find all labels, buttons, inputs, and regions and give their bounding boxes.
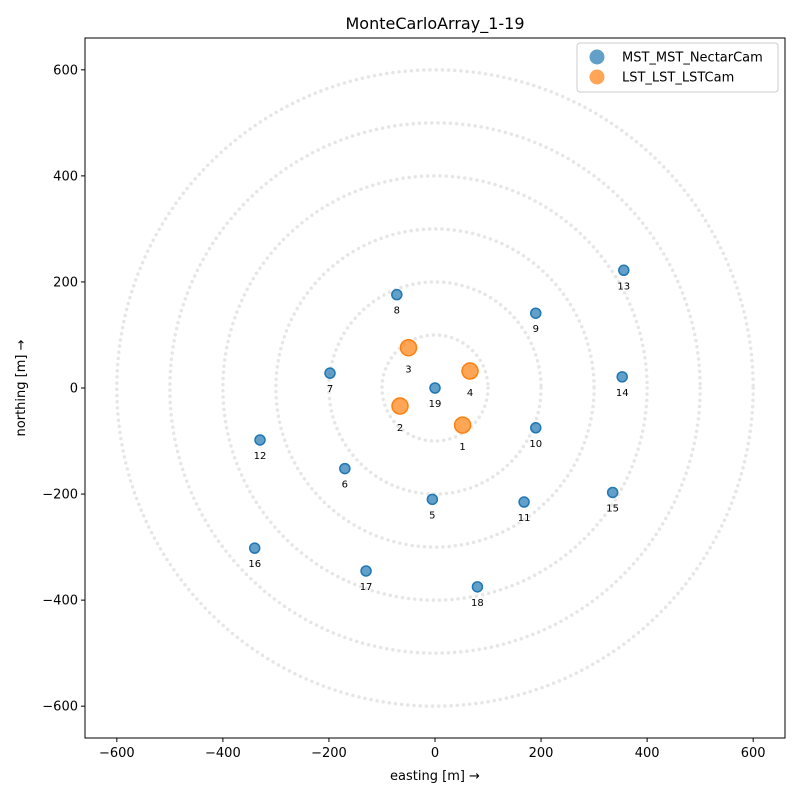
lst-point-3 (399, 338, 418, 357)
point-label-3: 3 (405, 365, 411, 376)
x-tick-label: 200 (529, 746, 554, 761)
x-tick-label: −600 (99, 746, 135, 761)
y-tick-label: 0 (70, 382, 78, 397)
legend-marker-lst (589, 69, 605, 85)
mst-point-18 (471, 581, 484, 593)
point-label-9: 9 (533, 324, 539, 335)
mst-point-11 (518, 496, 530, 508)
point-label-1: 1 (459, 442, 465, 453)
point-label-10: 10 (529, 439, 542, 450)
point-label-11: 11 (518, 513, 531, 524)
x-axis-title: easting [m] → (390, 769, 480, 784)
mst-point-14 (616, 371, 628, 383)
legend-label-lst: LST_LST_LSTCam (622, 71, 734, 86)
mst-point-6 (339, 462, 351, 475)
mst-point-7 (324, 367, 336, 379)
reference-circle-300 (274, 227, 596, 549)
point-label-17: 17 (360, 582, 373, 593)
mst-point-17 (360, 565, 372, 577)
y-tick-label: −200 (42, 488, 78, 503)
axis-ticks: −600 −400 −200 0 200 400 600 −600 −400 −200 0 200 40… (42, 63, 765, 761)
reference-circle-100 (380, 333, 490, 443)
mst-point-10 (530, 422, 542, 434)
mst-point-16 (248, 542, 261, 554)
mst-point-19 (429, 382, 441, 394)
point-label-6: 6 (342, 480, 348, 491)
legend-label-mst: MST_MST_NectarCam (622, 51, 763, 66)
point-label-7: 7 (327, 384, 333, 395)
legend: MST_MST_NectarCam LST_LST_LSTCam (576, 42, 779, 93)
point-label-5: 5 (429, 510, 435, 521)
mst-point-5 (426, 493, 439, 506)
point-label-16: 16 (248, 559, 261, 570)
chart-title: MonteCarloArray_1-19 (345, 14, 524, 34)
x-tick-label: −200 (311, 746, 347, 761)
lst-point-1 (453, 416, 472, 434)
x-tick-label: 400 (635, 746, 660, 761)
point-label-13: 13 (617, 281, 630, 292)
mst-point-9 (530, 307, 542, 319)
reference-circles (115, 68, 755, 708)
lst-point-2 (391, 397, 409, 415)
y-tick-label: 200 (53, 275, 78, 290)
lst-point-4 (461, 362, 479, 380)
point-label-2: 2 (397, 423, 403, 434)
mst-point-15 (606, 486, 619, 499)
mst-point-13 (618, 264, 630, 277)
y-tick-label: −400 (42, 594, 78, 609)
reference-circle-400 (221, 174, 649, 602)
x-tick-label: −400 (205, 746, 241, 761)
point-label-12: 12 (254, 451, 267, 462)
y-axis-title: northing [m] → (14, 339, 29, 436)
y-tick-label: 400 (53, 169, 78, 184)
point-label-18: 18 (471, 598, 484, 609)
y-tick-label: −600 (42, 700, 78, 715)
point-label-14: 14 (616, 388, 629, 399)
y-tick-label: 600 (53, 63, 78, 78)
legend-box (576, 42, 779, 93)
x-tick-label: 0 (431, 746, 439, 761)
reference-circle-200 (327, 280, 543, 496)
legend-marker-mst (589, 49, 605, 65)
point-label-4: 4 (467, 388, 473, 399)
point-label-15: 15 (606, 503, 619, 514)
point-label-8: 8 (394, 306, 400, 317)
point-label-19: 19 (429, 399, 442, 410)
reference-circle-500 (168, 121, 702, 655)
x-tick-label: 600 (741, 746, 766, 761)
mst-point-12 (254, 434, 266, 446)
reference-circle-600 (115, 68, 755, 708)
mst-point-8 (391, 288, 403, 301)
